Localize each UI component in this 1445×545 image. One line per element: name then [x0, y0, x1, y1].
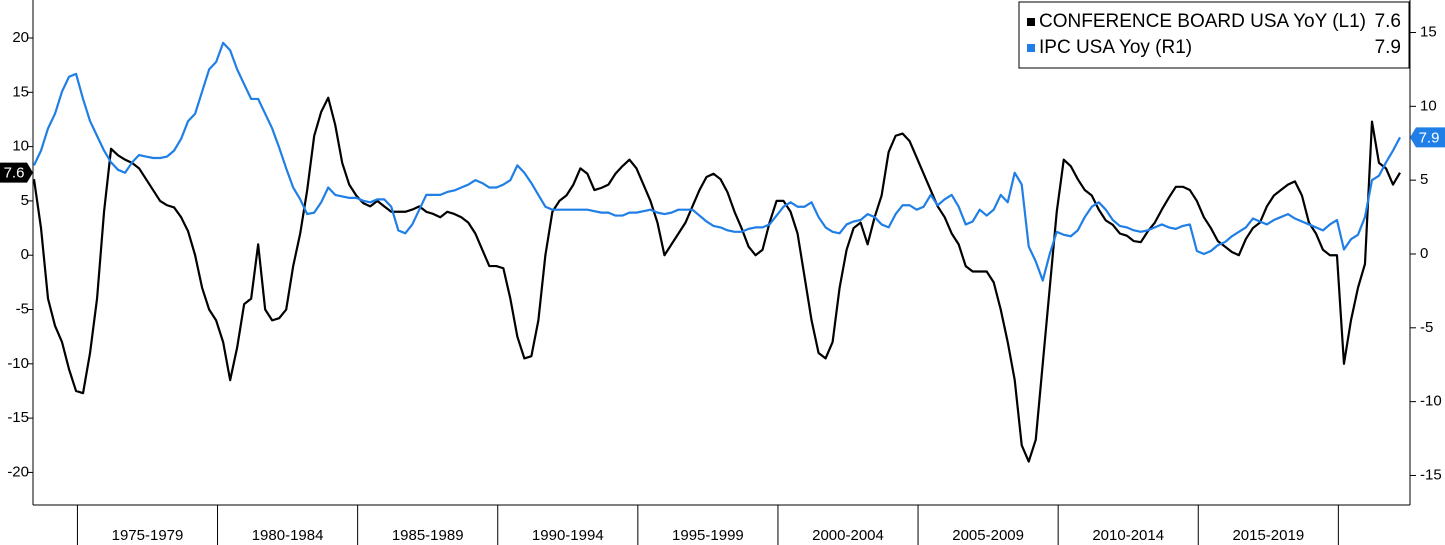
y2-tick-label: -15 — [1420, 466, 1442, 483]
x-tick-label: 2010-2014 — [1092, 527, 1164, 544]
legend-value: 7.6 — [1375, 11, 1401, 32]
series-line — [33, 41, 1401, 282]
y2-tick-label: -5 — [1420, 319, 1433, 336]
last-value-label: 7.9 — [1419, 129, 1440, 146]
x-tick-label: 1985-1989 — [392, 527, 464, 544]
y-tick-label: -15 — [7, 409, 29, 426]
y2-tick-label: 10 — [1420, 97, 1437, 114]
x-tick-label: 2005-2009 — [952, 527, 1024, 544]
last-value-tag — [1410, 127, 1445, 148]
y2-tick-label: 0 — [1420, 245, 1428, 262]
y-tick-label: 0 — [21, 246, 29, 263]
last-value-label: 7.6 — [4, 165, 25, 182]
x-tick-label: 2015-2019 — [1232, 527, 1304, 544]
x-tick-label: 1980-1984 — [252, 527, 324, 544]
x-tick-label: 1975-1979 — [112, 527, 184, 544]
y-tick-label: -10 — [7, 355, 29, 372]
legend-swatch — [1027, 44, 1035, 52]
x-tick-label: 2000-2004 — [812, 527, 884, 544]
legend-label: IPC USA Yoy (R1) — [1039, 37, 1192, 58]
y-tick-label: 20 — [12, 29, 29, 46]
y-tick-label: 15 — [12, 83, 29, 100]
legend-label: CONFERENCE BOARD USA YoY (L1) — [1039, 11, 1366, 32]
legend-swatch — [1027, 18, 1035, 26]
y-tick-label: -5 — [16, 300, 29, 317]
last-value-tag — [0, 162, 33, 183]
y2-tick-label: -10 — [1420, 393, 1442, 410]
series-line — [32, 96, 1401, 463]
y-tick-label: 10 — [12, 138, 29, 155]
legend-box — [1018, 1, 1410, 69]
legend-value: 7.9 — [1375, 37, 1401, 58]
x-tick-label: 1995-1999 — [672, 527, 744, 544]
y-tick-label: 5 — [21, 192, 29, 209]
x-tick-label: 1990-1994 — [532, 527, 604, 544]
y-tick-label: -20 — [7, 463, 29, 480]
y2-tick-label: 15 — [1420, 23, 1437, 40]
y2-tick-label: 5 — [1420, 171, 1428, 188]
